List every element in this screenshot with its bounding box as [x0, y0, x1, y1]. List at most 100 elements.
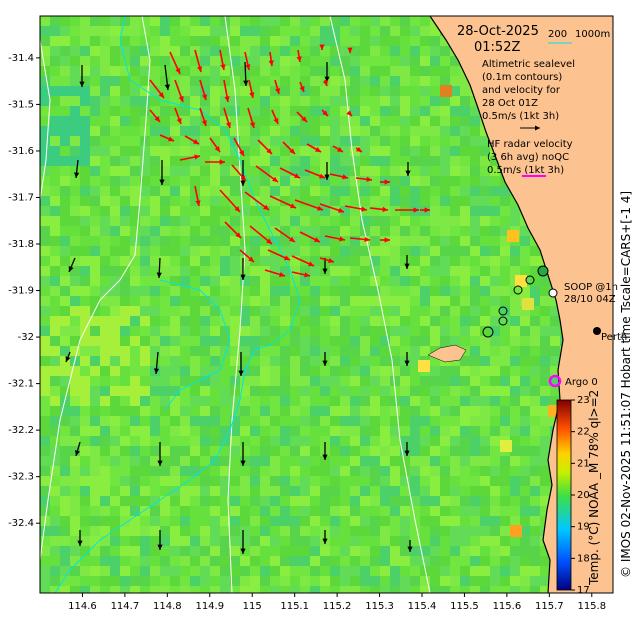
sst-cell	[70, 16, 80, 26]
sst-cell	[50, 36, 60, 46]
sst-cell	[230, 476, 240, 486]
sst-cell	[410, 386, 420, 396]
sst-cell	[280, 186, 290, 196]
sst-cell	[350, 146, 360, 156]
sst-cell	[470, 546, 480, 556]
soop-marker	[525, 275, 535, 285]
sst-cell	[220, 266, 230, 276]
sst-cell	[70, 486, 80, 496]
soop-marker	[537, 265, 549, 277]
sst-cell	[190, 386, 200, 396]
sst-cell	[540, 326, 550, 336]
sst-cell	[470, 246, 480, 256]
sst-cell	[390, 586, 400, 593]
sst-cell	[130, 506, 140, 516]
sst-cell	[400, 476, 410, 486]
sst-cell	[90, 316, 100, 326]
sst-cell	[420, 216, 430, 226]
sst-cell	[60, 526, 70, 536]
sst-cell	[90, 256, 100, 266]
sst-cell	[170, 406, 180, 416]
sst-cell	[60, 456, 70, 466]
sst-cell	[280, 346, 290, 356]
sst-cell	[50, 546, 60, 556]
sst-cell	[420, 546, 430, 556]
sst-cell	[380, 356, 390, 366]
sst-cell	[260, 326, 270, 336]
sst-cell	[100, 306, 110, 316]
sst-cell	[440, 246, 450, 256]
sst-cell	[70, 56, 80, 66]
sst-cell	[50, 106, 60, 116]
sst-cell	[100, 446, 110, 456]
sst-cell	[50, 166, 60, 176]
sst-cell	[460, 116, 470, 126]
sst-cell	[220, 516, 230, 526]
sst-cell	[120, 216, 130, 226]
sst-cell	[150, 56, 160, 66]
sst-cell	[330, 36, 340, 46]
sst-cell	[390, 326, 400, 336]
sst-cell	[80, 296, 90, 306]
sst-cell	[470, 156, 480, 166]
sst-cell	[260, 236, 270, 246]
sst-cell	[310, 536, 320, 546]
sst-cell	[220, 76, 230, 86]
sst-cell	[40, 336, 50, 346]
sst-cell	[120, 566, 130, 576]
sst-cell	[490, 456, 500, 466]
sst-cell	[100, 326, 110, 336]
sst-cell	[140, 246, 150, 256]
sst-cell	[450, 416, 460, 426]
coastline	[429, 16, 564, 593]
sst-cell	[210, 386, 220, 396]
hf-arrow-head	[328, 258, 334, 264]
sst-cell	[400, 106, 410, 116]
sst-cell	[80, 116, 90, 126]
sst-cell	[340, 506, 350, 516]
sst-cell	[240, 556, 250, 566]
sst-cell	[120, 396, 130, 406]
sst-cell	[130, 206, 140, 216]
sst-cell	[340, 286, 350, 296]
sst-cell	[300, 36, 310, 46]
hf-arrow-head	[284, 255, 290, 261]
sst-cell	[210, 466, 220, 476]
sst-cell	[350, 476, 360, 486]
sst-cell	[540, 436, 550, 446]
sst-cell	[220, 246, 230, 256]
sst-cell	[490, 406, 500, 416]
sst-cell	[90, 476, 100, 486]
sst-cell	[140, 186, 150, 196]
sst-cell	[420, 76, 430, 86]
sst-cell	[320, 146, 330, 156]
hf-arrow-head	[263, 204, 269, 210]
sst-cell	[360, 106, 370, 116]
sst-cell	[110, 496, 120, 506]
sst-cell	[60, 446, 70, 456]
sst-cell	[90, 66, 100, 76]
hf-arrow-head	[337, 146, 343, 152]
sst-cell	[240, 526, 250, 536]
sst-cell	[350, 156, 360, 166]
sst-cell	[450, 316, 460, 326]
sst-cell	[480, 166, 490, 176]
sst-cell	[460, 586, 470, 593]
sst-cell	[480, 306, 490, 316]
hf-arrow-head	[201, 94, 207, 100]
sst-cell	[350, 286, 360, 296]
hf-arrow-head	[154, 116, 160, 122]
sst-cell	[140, 476, 150, 486]
sst-cell	[90, 366, 100, 376]
sst-cell	[420, 286, 430, 296]
sst-cell	[350, 256, 360, 266]
sst-cell	[110, 586, 120, 593]
sst-cell	[120, 306, 130, 316]
sst-cell	[220, 356, 230, 366]
sst-cell	[390, 566, 400, 576]
sst-cell	[210, 266, 220, 276]
sst-cell	[440, 196, 450, 206]
sst-cell	[450, 156, 460, 166]
sst-cell	[170, 26, 180, 36]
sst-cell	[300, 256, 310, 266]
